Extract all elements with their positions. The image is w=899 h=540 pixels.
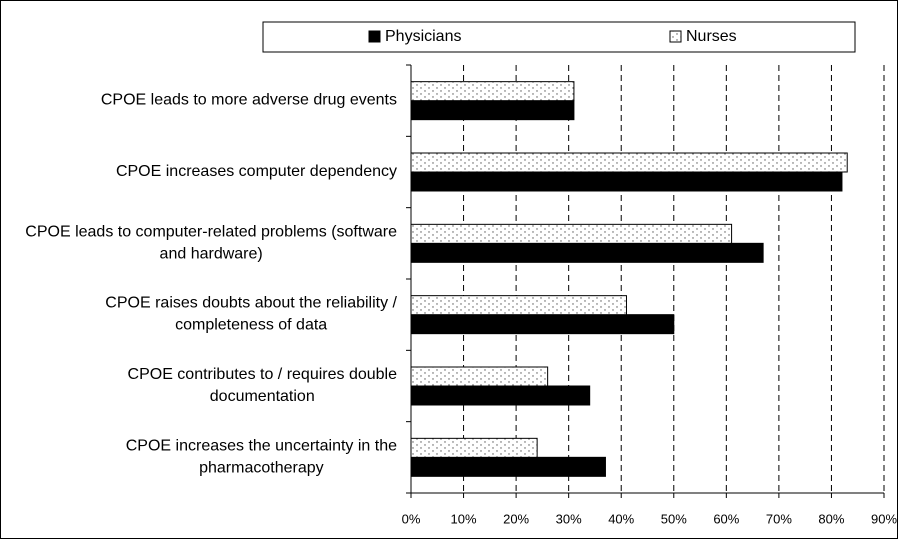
legend-label: Physicians [385,28,461,45]
y-tick-label: CPOE increases the uncertainty in the pha… [126,438,397,477]
x-tick-label: 50% [661,511,687,526]
legend-label: Nurses [686,28,737,45]
bar [410,295,627,316]
x-tick-label: 0% [402,511,421,526]
y-tick-label: CPOE increases computer dependency [116,163,397,180]
x-tick-label: 20% [503,511,529,526]
legend-swatch [669,30,682,43]
y-tick-label: CPOE contributes to / requires double doc… [128,366,398,405]
y-tick-label: CPOE leads to more adverse drug events [101,92,397,109]
bar [410,242,764,263]
x-tick-label: 70% [766,511,792,526]
bar [410,366,549,387]
legend-box [262,21,856,53]
bar [410,81,575,102]
bar [410,385,591,406]
legend-swatch [368,30,381,43]
x-tick-label: 40% [608,511,634,526]
x-tick-label: 80% [818,511,844,526]
x-tick-label: 90% [871,511,897,526]
y-tick-label: CPOE raises doubts about the reliability… [105,295,397,334]
bar [410,223,733,244]
bar [410,100,575,121]
bar [410,456,606,477]
x-tick-label: 10% [451,511,477,526]
bar [410,437,538,458]
bar [410,152,848,173]
x-tick-label: 60% [713,511,739,526]
bar [410,314,675,335]
bar [410,171,843,192]
x-tick-label: 30% [556,511,582,526]
y-tick-label: CPOE leads to computer-related problems … [25,224,397,263]
